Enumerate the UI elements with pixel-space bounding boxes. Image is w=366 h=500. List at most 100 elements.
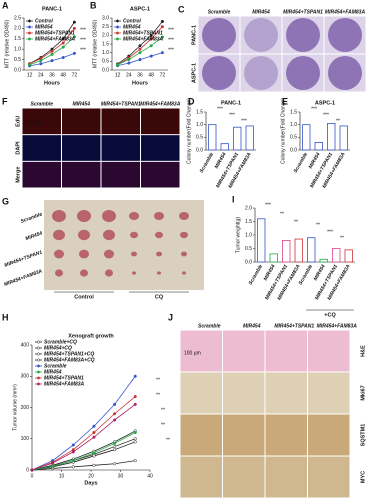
chart-title: PANC-1 (42, 6, 62, 12)
legend-marker (37, 364, 40, 368)
panel-label: G (2, 196, 9, 206)
data-point (39, 59, 43, 63)
bar (233, 126, 242, 151)
legend-label: Scramble+CQ (44, 339, 77, 345)
x-axis-label: Days (84, 480, 97, 486)
y-tick-label: 0.0 (14, 67, 21, 73)
legend-label: MIR454+TSPAN1 (123, 30, 163, 36)
bar (339, 125, 348, 151)
tumor (78, 229, 90, 241)
data-point (39, 62, 43, 66)
tumor (131, 251, 137, 257)
y-tick-label: 3.0 (102, 15, 109, 21)
bar (307, 237, 316, 263)
significance: ** (156, 377, 160, 383)
row-label: SQSTM1 (360, 424, 366, 447)
tumor (181, 251, 187, 257)
data-point (113, 448, 117, 452)
image-cell (223, 330, 265, 372)
x-axis-label: Hours (132, 80, 148, 86)
photo (44, 200, 204, 290)
y-tick-label: 1.5 (14, 36, 21, 42)
panel-label: A (2, 0, 9, 10)
panel-label: C (178, 4, 185, 14)
legend-label: MIR454+FAM83A (35, 36, 76, 42)
data-point (138, 47, 142, 51)
tumor (79, 249, 89, 259)
data-point (92, 454, 96, 458)
significance: *** (217, 106, 223, 112)
x-axis-label: Hours (44, 80, 60, 86)
y-tick-label: 2.0 (245, 205, 252, 211)
y-tick-label: 0.5 (14, 57, 21, 63)
image-cell (180, 330, 222, 372)
significance: *** (168, 27, 174, 33)
x-tick-label: 48 (148, 72, 154, 78)
tumor (104, 249, 114, 259)
significance: ** (294, 219, 298, 225)
x-tick-label: 48 (60, 72, 66, 78)
y-tick-label: 0.5 (102, 59, 109, 65)
significance: ** (280, 211, 284, 217)
bar (327, 123, 336, 151)
scale-label: 100 µm (26, 120, 43, 126)
data-point (138, 44, 142, 48)
y-tick-label: 2.5 (14, 15, 21, 21)
series-line (31, 396, 136, 471)
data-point (113, 445, 117, 449)
significance: *** (80, 47, 86, 53)
legend-marker (37, 358, 40, 362)
significance: ** (156, 392, 160, 398)
column-label: Scramble (208, 9, 231, 15)
legend-marker (116, 37, 119, 41)
tumor (157, 271, 161, 275)
tumor (80, 269, 88, 277)
row-label: Mki67 (360, 385, 366, 400)
column-label: MIR454 (72, 101, 90, 107)
x-tick-label: 0 (31, 473, 34, 479)
colony-well (202, 18, 236, 52)
bar (282, 239, 291, 263)
x-tick-label: 10 (59, 473, 65, 479)
legend-marker (116, 25, 119, 29)
panel-label: B (90, 0, 97, 10)
data-point (127, 58, 131, 62)
legend-marker (37, 340, 40, 344)
data-point (138, 51, 142, 55)
legend-label: MIR454+TSPAN1 (44, 375, 84, 381)
data-point (61, 45, 65, 49)
image-cell (180, 372, 222, 414)
series-line (31, 430, 136, 471)
x-tick-label: 72 (72, 72, 78, 78)
image-cell (265, 456, 307, 498)
significance: *** (311, 106, 317, 112)
legend-marker (28, 25, 31, 29)
y-tick-label: 2.0 (14, 26, 21, 32)
column-label: MIR454+FAM83A (325, 9, 366, 15)
y-tick-label: 1.0 (14, 47, 21, 53)
y-tick-label: 1.5 (196, 109, 203, 115)
legend-label: MIR454+FAM83A (44, 381, 85, 387)
colony-well (244, 56, 278, 90)
image-cell (141, 135, 180, 161)
bar (294, 238, 303, 263)
significance: *** (265, 202, 271, 208)
y-axis-label: MTT (relative OD490) (92, 20, 98, 69)
row-label: H&E (360, 345, 366, 357)
tumor (53, 229, 65, 241)
colony-well (286, 56, 320, 90)
significance: *** (229, 112, 235, 118)
row-label: MIR454+TSPAN1 (4, 249, 44, 268)
column-label: Scramble (198, 323, 221, 329)
y-tick-label: 1.5 (102, 41, 109, 47)
data-point (116, 63, 120, 67)
image-cell (101, 135, 140, 161)
colony-well (202, 56, 236, 90)
tumor (180, 231, 188, 239)
image-cell (223, 372, 265, 414)
column-label: MIR454+TSPAN1 (283, 9, 323, 15)
data-point (113, 412, 117, 416)
data-point (28, 63, 32, 67)
significance: *** (323, 112, 329, 118)
data-point (72, 35, 76, 39)
